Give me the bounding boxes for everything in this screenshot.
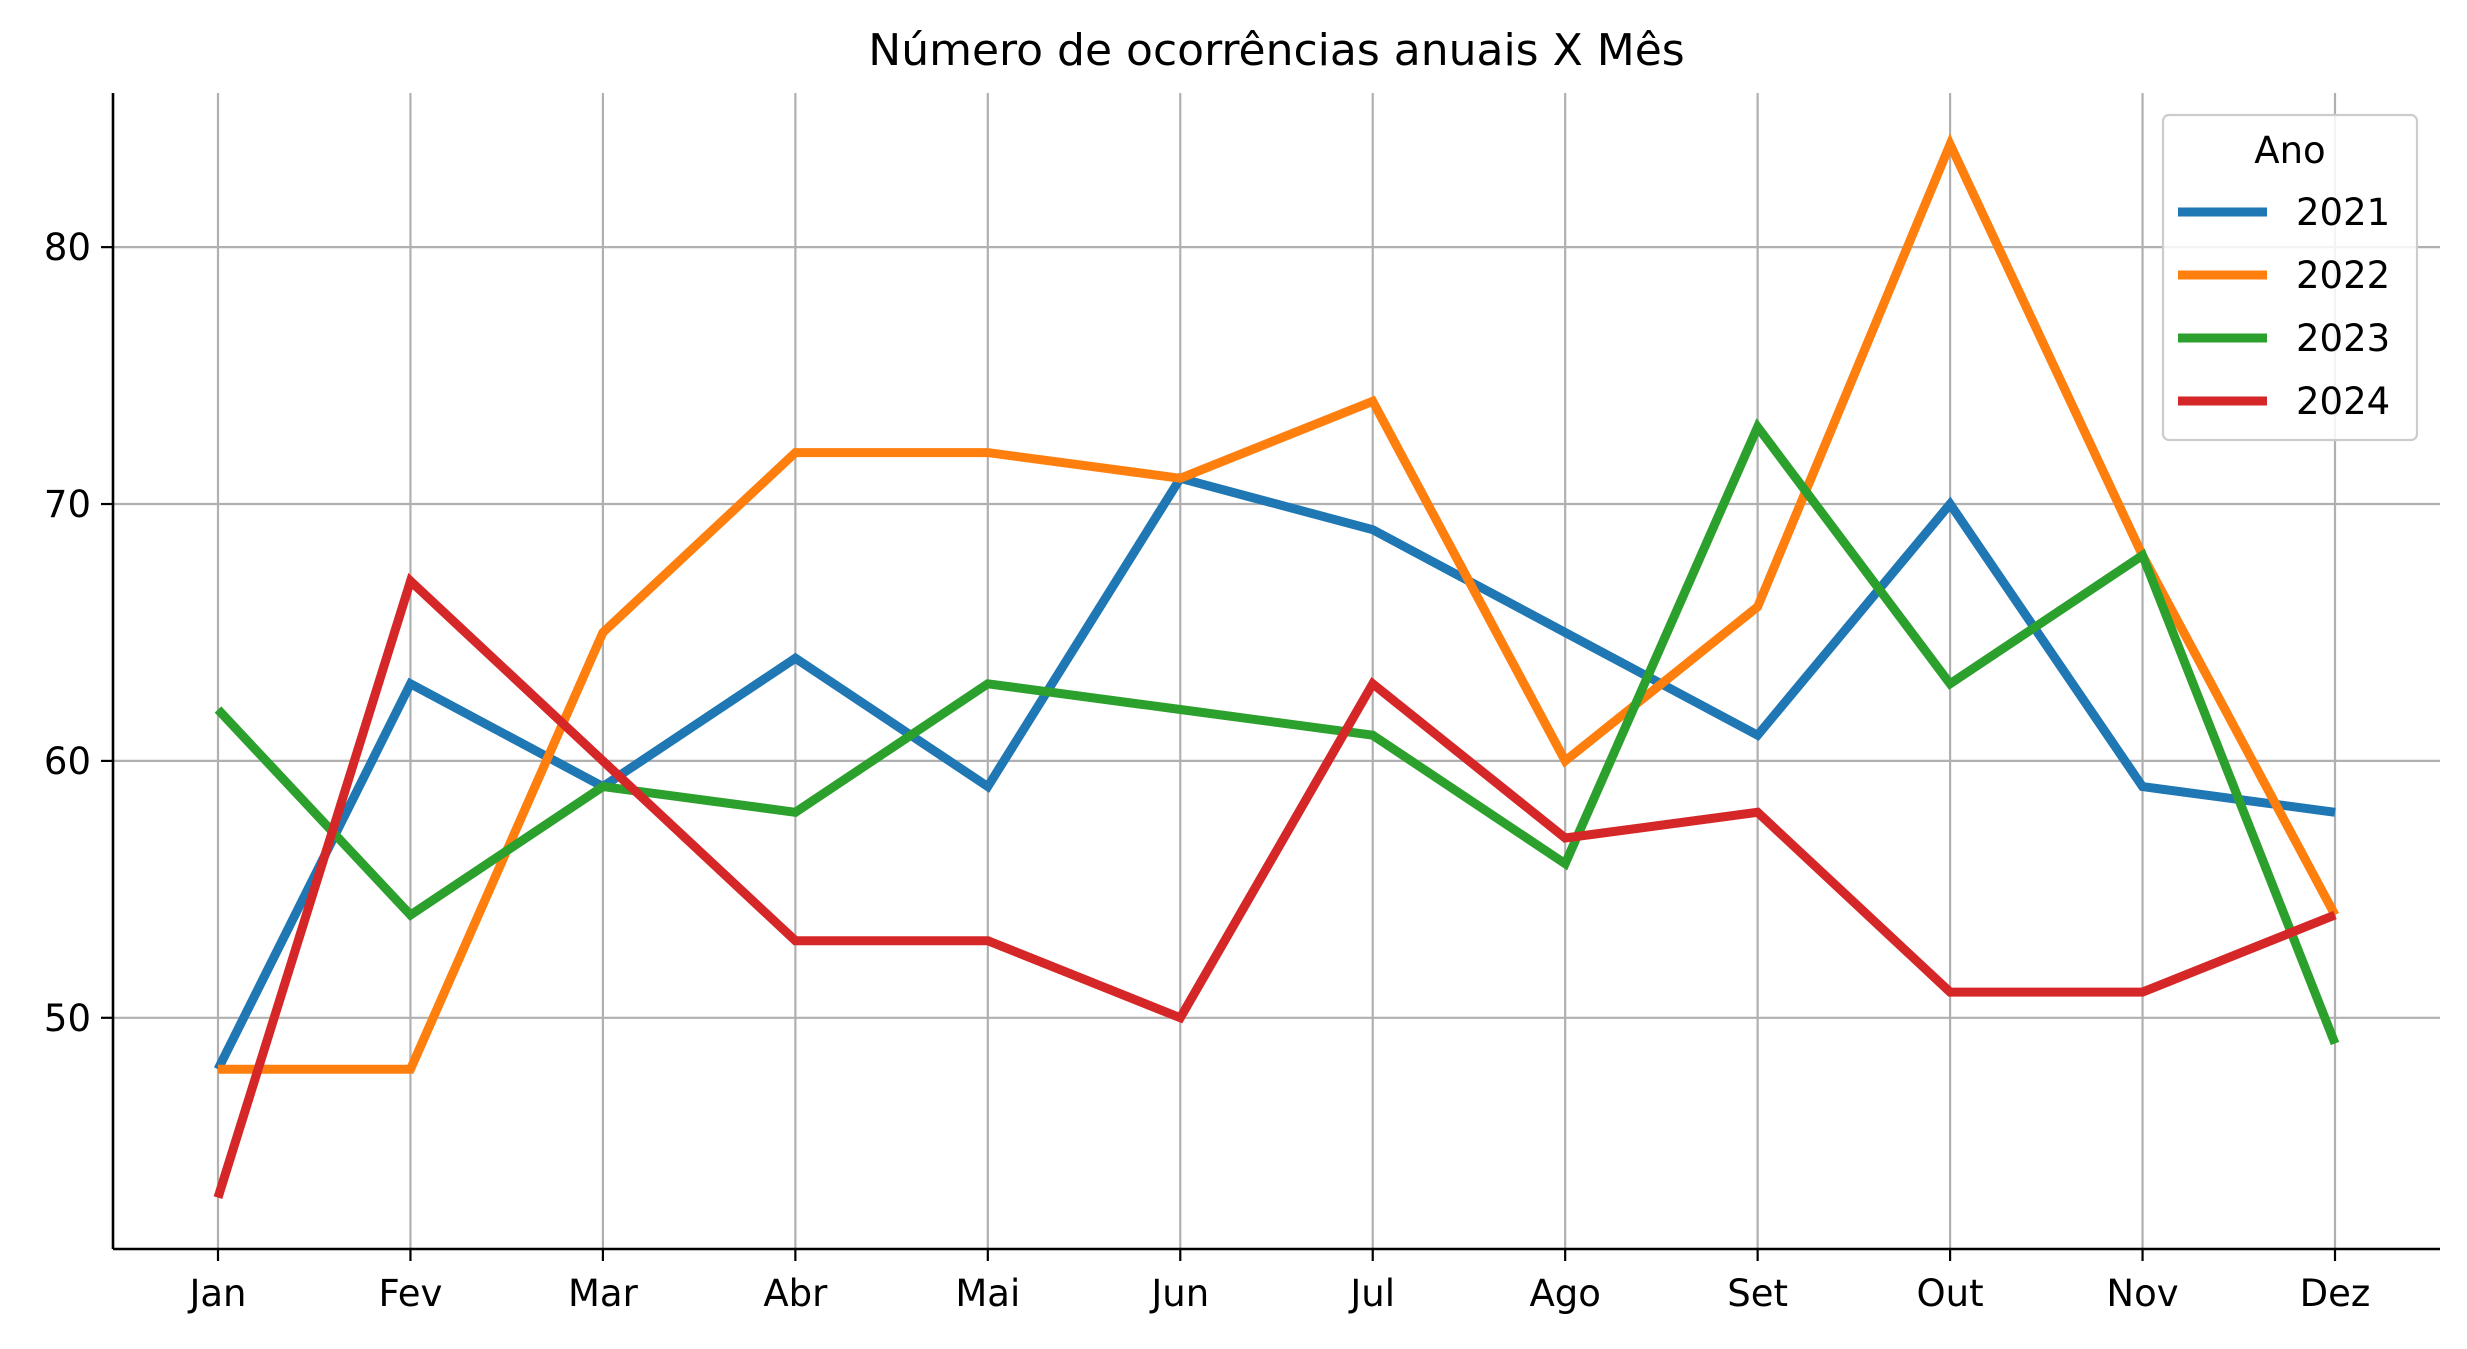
x-tick-label: Dez — [2300, 1272, 2371, 1315]
series-line-2024 — [213, 572, 2337, 1199]
x-tick-label: Mai — [955, 1272, 1020, 1315]
axes — [111, 93, 2440, 1251]
legend-title: Ano — [2254, 129, 2325, 172]
x-tick-label: Set — [1727, 1272, 1788, 1315]
x-tick-label: Nov — [2106, 1272, 2178, 1315]
x-tick-label: Out — [1917, 1272, 1984, 1315]
legend-label-2024: 2024 — [2296, 380, 2390, 423]
x-tick-label: Ago — [1529, 1272, 1600, 1315]
series-line-2022 — [218, 133, 2339, 1074]
legend: Ano 2021 2022 2023 2024 — [2161, 113, 2419, 442]
legend-label-2022: 2022 — [2296, 254, 2390, 297]
series-line-2021 — [213, 473, 2336, 1072]
series-lines — [213, 133, 2340, 1199]
legend-label-2021: 2021 — [2296, 191, 2390, 234]
x-tick-label: Jun — [1149, 1272, 1209, 1315]
x-tick-label: Jul — [1348, 1272, 1395, 1315]
x-tick-label: Jan — [187, 1272, 246, 1315]
tick-labels: Jan Fev Mar Abr Mai Jun Jul Ago Set Out Nov Dez 50 60… — [44, 226, 2370, 1315]
y-tick-label: 80 — [44, 226, 91, 269]
series-line-2023 — [214, 418, 2340, 1046]
x-tick-label: Fev — [378, 1272, 442, 1315]
y-tick-label: 60 — [44, 740, 91, 783]
legend-label-2023: 2023 — [2296, 317, 2390, 360]
legend-box — [2161, 113, 2419, 442]
y-tick-label: 50 — [44, 997, 91, 1040]
chart-title: Número de ocorrências anuais X Mês — [868, 25, 1684, 76]
y-tick-label: 70 — [44, 483, 91, 526]
x-tick-label: Mar — [568, 1272, 639, 1315]
grid-lines — [113, 93, 2440, 1249]
x-tick-label: Abr — [763, 1272, 828, 1315]
